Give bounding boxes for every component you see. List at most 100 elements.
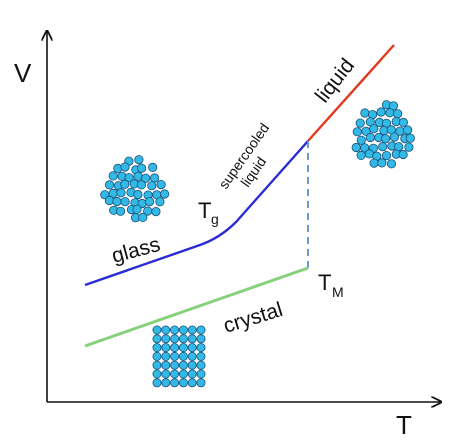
particle bbox=[124, 173, 134, 183]
particle bbox=[161, 334, 171, 344]
particle bbox=[187, 343, 197, 353]
particle bbox=[386, 159, 397, 169]
particle bbox=[351, 142, 361, 153]
particle bbox=[120, 197, 130, 207]
crystal-curve bbox=[84, 266, 309, 348]
particle bbox=[152, 343, 162, 353]
particle bbox=[178, 378, 188, 388]
particle bbox=[152, 351, 162, 361]
particle bbox=[377, 158, 387, 168]
particle bbox=[138, 212, 148, 222]
particle bbox=[112, 196, 122, 207]
particle bbox=[402, 125, 413, 135]
particle bbox=[355, 118, 365, 128]
particle bbox=[170, 369, 180, 379]
particle bbox=[187, 334, 197, 344]
particle bbox=[369, 158, 379, 168]
particle bbox=[196, 343, 206, 353]
tg-label: T g bbox=[198, 198, 219, 227]
glass-particles bbox=[100, 155, 170, 223]
particle bbox=[187, 369, 197, 379]
particle bbox=[187, 360, 197, 370]
particle bbox=[136, 180, 146, 190]
particle bbox=[187, 325, 197, 335]
tg-label-main: T bbox=[198, 198, 211, 223]
particle bbox=[352, 127, 362, 137]
particle bbox=[196, 378, 206, 388]
particle bbox=[170, 343, 180, 353]
particle bbox=[170, 360, 180, 370]
particle bbox=[160, 189, 170, 199]
particle bbox=[116, 188, 126, 198]
particle bbox=[360, 108, 370, 118]
particle bbox=[161, 360, 171, 370]
particle bbox=[381, 151, 392, 161]
particle bbox=[178, 351, 188, 361]
particle bbox=[152, 360, 162, 370]
particle bbox=[120, 162, 130, 172]
particle bbox=[196, 360, 206, 370]
particle bbox=[152, 334, 162, 344]
particle bbox=[398, 149, 408, 160]
particle bbox=[133, 171, 143, 181]
particle bbox=[178, 369, 188, 379]
particle bbox=[145, 197, 155, 207]
particle bbox=[385, 108, 395, 118]
particle bbox=[196, 334, 206, 344]
particle bbox=[405, 133, 415, 143]
particle bbox=[141, 173, 151, 183]
particle bbox=[108, 171, 118, 181]
particle bbox=[404, 142, 414, 152]
particle bbox=[104, 195, 115, 206]
particle bbox=[380, 134, 391, 144]
particle bbox=[137, 163, 147, 173]
particle bbox=[116, 206, 126, 216]
particle bbox=[147, 181, 157, 191]
particle bbox=[161, 343, 171, 353]
particle bbox=[178, 325, 188, 335]
x-axis-label: T bbox=[396, 410, 412, 440]
tm-label: T M bbox=[318, 270, 344, 300]
particle bbox=[178, 334, 188, 344]
particle bbox=[170, 378, 180, 388]
particle bbox=[365, 132, 375, 143]
glass-supercooled-curve bbox=[84, 140, 309, 287]
particle bbox=[161, 369, 171, 379]
particle bbox=[155, 197, 165, 207]
particle bbox=[161, 378, 171, 388]
particle bbox=[178, 343, 188, 353]
particle bbox=[104, 180, 115, 190]
particle bbox=[151, 207, 161, 217]
particle bbox=[356, 135, 366, 145]
particle bbox=[148, 162, 158, 172]
particle bbox=[196, 325, 206, 335]
liquid-label: liquid bbox=[311, 54, 359, 107]
particle bbox=[134, 155, 144, 165]
liquid-curve bbox=[307, 44, 395, 142]
particle bbox=[356, 150, 366, 160]
particle bbox=[389, 132, 399, 142]
liquid-particles bbox=[351, 100, 415, 169]
particle bbox=[170, 334, 180, 344]
particle bbox=[152, 378, 162, 388]
particle bbox=[170, 325, 180, 335]
particle bbox=[369, 124, 379, 134]
particle bbox=[156, 180, 166, 190]
particle bbox=[378, 142, 388, 152]
particle bbox=[187, 351, 197, 361]
particle bbox=[161, 351, 171, 361]
crystal-particles bbox=[152, 325, 206, 388]
particle bbox=[150, 173, 160, 183]
particle bbox=[376, 107, 386, 117]
particle bbox=[393, 109, 403, 119]
y-axis-label: V bbox=[14, 58, 32, 88]
particle bbox=[161, 325, 171, 335]
particle bbox=[152, 325, 162, 335]
particle bbox=[196, 351, 206, 361]
particle bbox=[152, 369, 162, 379]
glass-label: glass bbox=[109, 233, 162, 268]
tm-label-subscript: M bbox=[332, 284, 344, 300]
particle bbox=[187, 378, 197, 388]
particle bbox=[196, 369, 206, 379]
